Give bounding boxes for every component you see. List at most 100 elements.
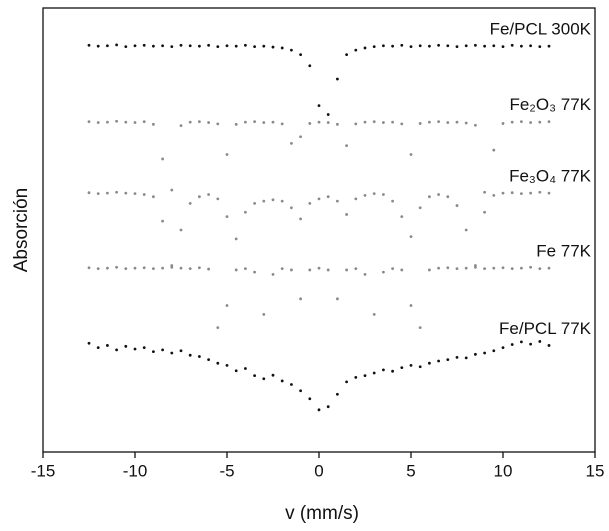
data-point [409,45,413,49]
data-point [308,268,312,272]
data-point [133,347,137,351]
data-point [501,45,505,49]
data-point [188,353,192,357]
data-point [428,120,431,124]
data-point [409,364,413,367]
data-point [391,267,394,271]
data-point [326,113,330,116]
data-point [382,270,385,274]
data-point [106,44,109,48]
x-tick-label: -5 [219,461,234,480]
data-point [179,43,183,47]
data-point [280,267,284,271]
data-point [400,366,404,370]
data-point [428,44,431,48]
data-point [363,120,367,124]
data-point [225,44,229,48]
data-point [520,44,523,48]
data-point [188,201,192,205]
data-point [234,122,238,126]
data-point [382,121,385,124]
data-point [271,198,275,202]
data-point [262,377,266,381]
data-point [253,201,256,205]
data-point [179,228,183,232]
data-point [492,193,496,197]
data-point [188,120,192,124]
data-point [142,346,146,350]
data-point [198,266,201,270]
data-point [418,44,422,48]
data-point [510,343,514,346]
data-point [400,268,404,272]
data-point [363,273,367,276]
data-point [262,312,266,316]
data-point [290,383,293,386]
data-point [428,268,431,272]
x-tick-label: 0 [314,461,323,480]
data-point [96,192,100,195]
data-point [492,266,496,270]
data-point [372,371,376,375]
x-tick-label: -10 [123,461,148,480]
data-point [446,195,450,199]
data-point [244,120,247,124]
data-point [400,122,404,126]
data-point [372,312,376,316]
data-point [326,268,330,272]
data-point [510,267,514,271]
data-point [418,326,422,330]
data-point [133,44,137,48]
data-point [474,123,477,127]
data-point [492,349,496,353]
data-point [152,44,155,48]
data-point [326,195,330,199]
data-point [409,153,413,156]
data-point [547,191,551,195]
data-point [382,368,385,372]
data-point [179,124,183,128]
data-point [87,266,91,270]
data-point [483,210,486,214]
data-point [188,44,192,48]
data-point [234,237,238,241]
data-point [372,192,376,195]
data-point [483,267,486,271]
data-point [317,266,321,270]
x-axis-label: v (mm/s) [285,503,359,524]
x-tick-label: 15 [586,461,605,480]
data-point [501,191,505,195]
data-point [308,201,312,205]
data-point [437,120,440,124]
data-point [115,190,118,194]
data-point [501,266,505,270]
data-point [124,267,128,271]
data-point [170,351,174,355]
data-point [382,193,385,196]
series-label: Fe₃O₄ 77K [509,167,592,186]
data-point [418,206,422,210]
data-point [529,191,532,195]
data-point [483,351,486,355]
y-axis-label: Absorción [11,188,32,273]
data-point [280,122,284,126]
data-point [455,267,459,271]
series-label: Fe₂O₃ 77K [509,95,591,114]
data-point [547,344,551,347]
data-point [382,44,385,48]
data-point [510,43,514,47]
data-point [253,270,256,274]
data-point [547,120,551,124]
data-point [271,373,275,377]
data-point [198,195,201,199]
data-point [446,44,450,48]
data-point [428,361,431,365]
data-point [464,266,468,270]
data-point [216,122,220,126]
data-point [363,374,367,378]
data-point [492,148,496,152]
data-point [455,356,459,359]
x-tick-label: 10 [494,461,513,480]
data-point [345,213,348,216]
data-point [455,204,459,207]
